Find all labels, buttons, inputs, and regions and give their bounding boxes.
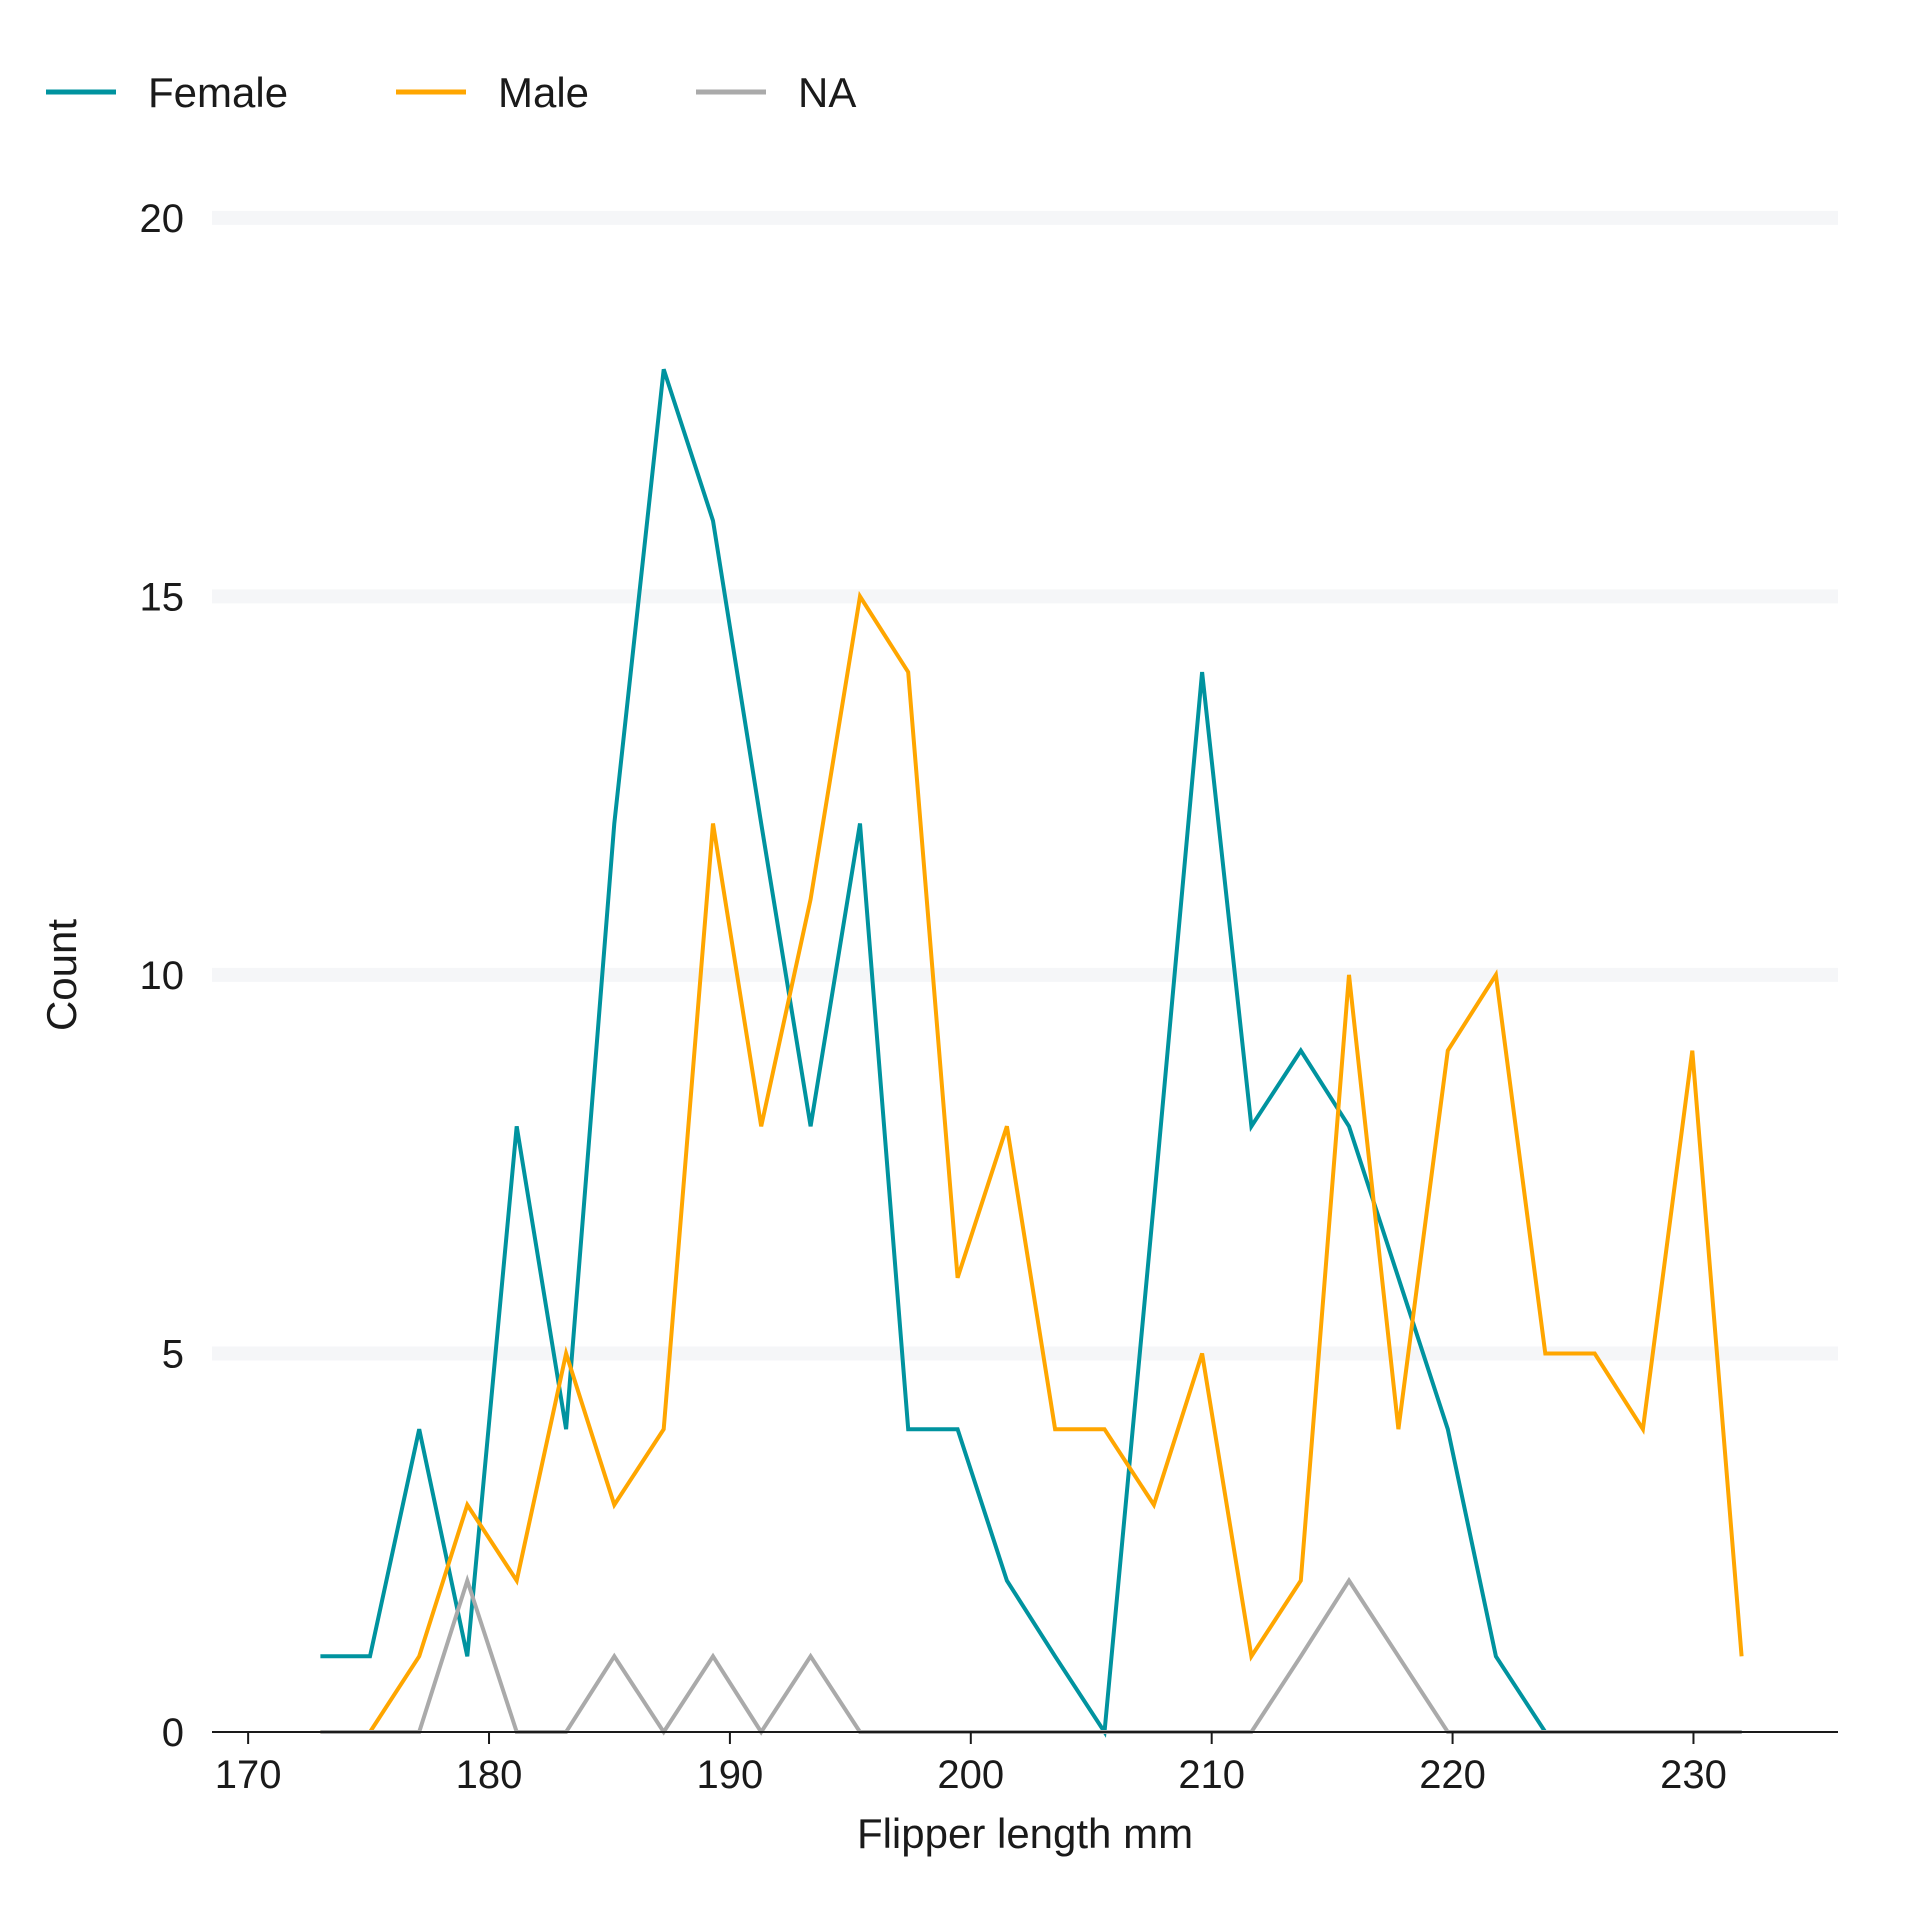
series-line-female bbox=[320, 368, 1742, 1738]
legend-item-female: Female bbox=[46, 69, 288, 116]
x-tick-label: 190 bbox=[697, 1753, 764, 1797]
x-axis-title: Flipper length mm bbox=[857, 1810, 1193, 1857]
y-tick-label: 5 bbox=[162, 1332, 184, 1376]
y-tick-label: 0 bbox=[162, 1711, 184, 1755]
legend-label: NA bbox=[798, 69, 856, 116]
legend-item-male: Male bbox=[396, 69, 589, 116]
series-line-male bbox=[320, 590, 1744, 1734]
grid-lines bbox=[212, 210, 1838, 1361]
x-tick-label: 220 bbox=[1419, 1753, 1486, 1797]
legend: Female Male NA bbox=[46, 69, 856, 116]
y-tick-label: 10 bbox=[140, 954, 185, 998]
series-lines bbox=[320, 368, 1744, 1738]
legend-label: Female bbox=[148, 69, 288, 116]
x-axis: 170 180 190 200 210 220 230 bbox=[212, 1731, 1838, 1797]
legend-item-na: NA bbox=[696, 69, 856, 116]
y-axis: 0 5 10 15 20 bbox=[140, 197, 185, 1755]
x-tick-label: 180 bbox=[456, 1753, 523, 1797]
y-tick-label: 15 bbox=[140, 575, 185, 619]
y-axis-title: Count bbox=[38, 919, 85, 1031]
x-tick-label: 200 bbox=[937, 1753, 1004, 1797]
x-tick-label: 170 bbox=[215, 1753, 282, 1797]
y-tick-label: 20 bbox=[140, 197, 185, 241]
x-tick-label: 210 bbox=[1178, 1753, 1245, 1797]
x-tick-label: 230 bbox=[1660, 1753, 1727, 1797]
legend-label: Male bbox=[498, 69, 589, 116]
